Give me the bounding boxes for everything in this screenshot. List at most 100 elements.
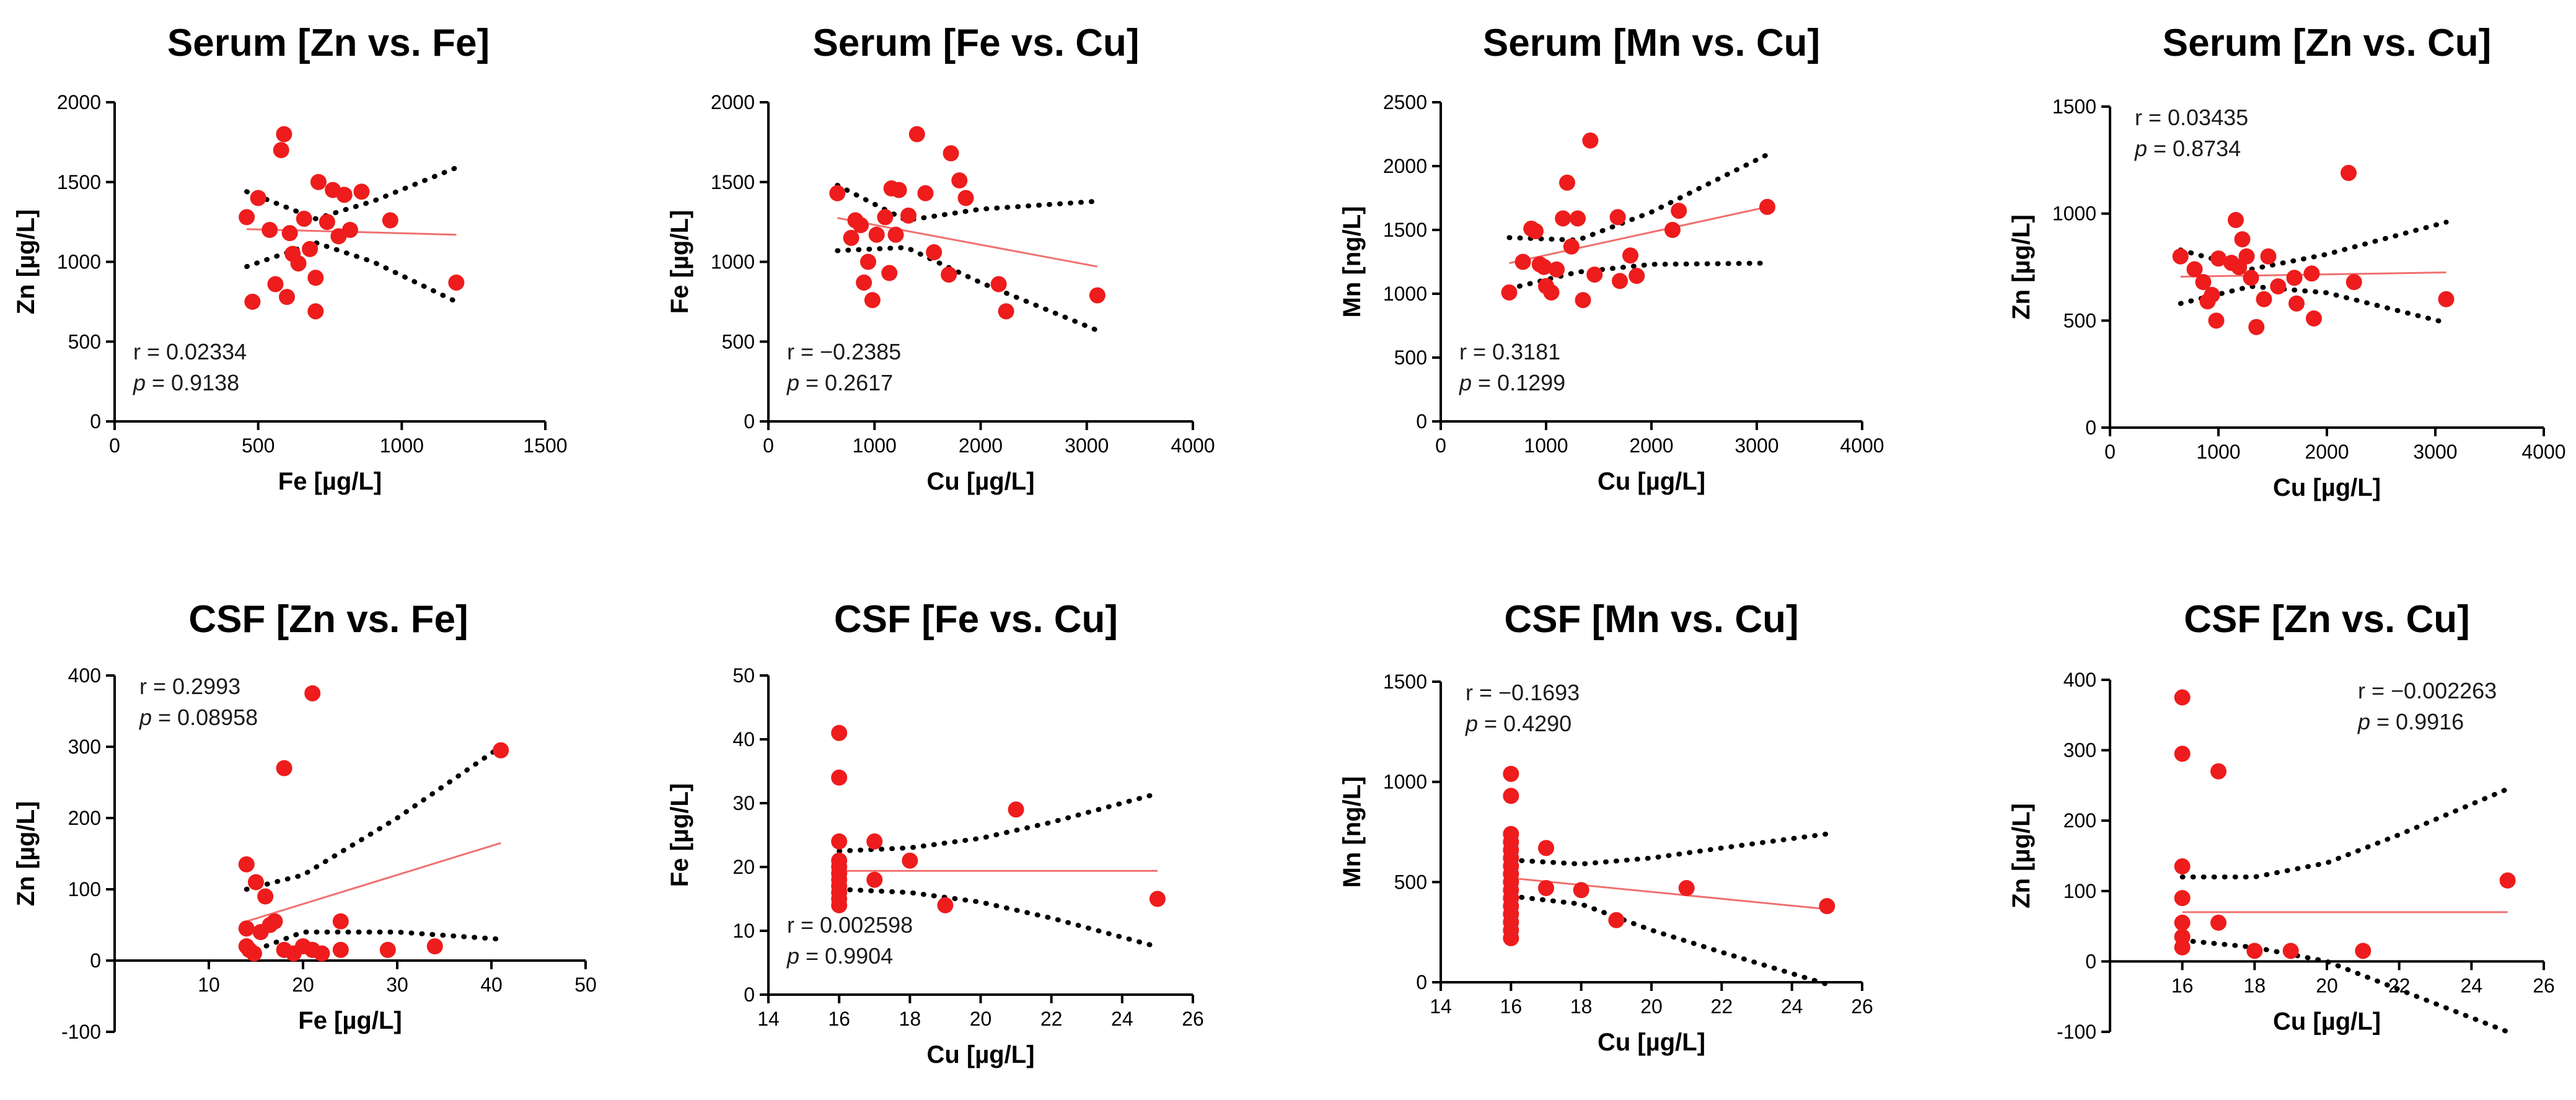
data-point [2260,248,2277,265]
data-point [448,274,465,291]
chart-title: CSF [Fe vs. Cu] [834,598,1118,641]
p-value: p = 0.4290 [1465,711,1572,736]
x-tick-label: 0 [763,434,774,457]
x-tick-label: 18 [1570,995,1593,1018]
regression-line [1509,206,1768,265]
y-tick-label: 500 [68,330,101,353]
p-value: p = 0.2617 [786,370,893,395]
chart-title: Serum [Fe vs. Cu] [812,22,1139,64]
r-value: r = 0.03435 [2135,105,2248,130]
p-symbol: p [786,370,799,395]
chart-panel-7: CSF [Mn vs. Cu] 0 500 1000 1500 14 16 18 20 22 24 2… [1339,598,1873,1056]
y-axis-label: Zn [µg/L] [2008,803,2035,909]
regression-line [246,842,501,923]
ci-upper-band [837,791,1160,854]
data-point [941,266,957,283]
data-point [296,210,312,227]
data-point [866,833,883,850]
data-point [2306,310,2322,327]
x-axis-label: Cu [µg/L] [926,1041,1034,1068]
x-axis-label: Cu [µg/L] [1598,1029,1705,1056]
p-symbol: p [2357,709,2370,734]
p-symbol: p [1465,711,1478,736]
y-axis-label: Zn [µg/L] [12,209,40,315]
data-point [279,289,295,306]
data-point [353,183,370,200]
data-point [2256,291,2272,307]
data-point [2238,248,2255,265]
y-tick-label: 200 [2064,809,2096,832]
y-axis-label: Mn [ng/L] [1339,777,1366,888]
x-tick-label: 16 [2171,974,2194,997]
data-point [2204,286,2220,303]
r-value: r = −0.2385 [787,339,901,364]
y-axis-label: Mn [ng/L] [1339,206,1366,318]
y-tick-label: 1000 [1383,283,1427,305]
data-point [1629,268,1645,284]
p-value-number: = 0.9916 [2370,709,2464,734]
y-tick-label: -100 [61,1021,101,1043]
data-point [426,938,443,954]
data-point [273,142,289,159]
chart-title: CSF [Zn vs. Cu] [2184,598,2470,641]
data-point [239,209,255,226]
data-point [2174,689,2191,706]
data-point [900,207,917,224]
data-point [314,945,330,962]
y-tick-label: 500 [1394,871,1427,893]
data-point [307,270,324,286]
x-axis-label: Cu [µg/L] [926,468,1034,495]
r-value: r = 0.3181 [1459,339,1560,364]
data-point [831,769,848,786]
ci-upper-band [835,182,1100,223]
data-point [2499,872,2516,889]
y-tick-label: 200 [68,807,101,829]
y-tick-label: 1000 [2052,203,2096,225]
data-point [2174,914,2191,931]
data-point [304,685,321,702]
y-axis-label: Fe [µg/L] [666,783,693,887]
data-point [856,274,873,291]
r-value: r = 0.02334 [133,339,247,364]
data-point [2174,939,2191,956]
data-point [267,276,284,293]
p-value-number: = 0.1299 [1472,370,1565,395]
data-point [336,187,353,203]
data-point [1089,287,1106,304]
data-point [2345,274,2362,291]
data-point [890,182,907,198]
data-point [493,742,509,759]
x-tick-label: 18 [2244,974,2266,997]
data-point [262,222,278,238]
y-tick-label: 2500 [1383,91,1427,113]
y-axis-label: Zn [µg/L] [2008,214,2035,320]
y-tick-label: 20 [732,856,755,878]
x-tick-label: 22 [1711,995,1733,1018]
chart-panel-2: Serum [Fe vs. Cu] 0 500 1000 1500 2000 0 1000 20… [666,22,1215,495]
x-tick-label: 3000 [1734,434,1778,457]
data-point [829,185,846,201]
x-tick-label: 0 [109,434,120,457]
data-point [332,913,349,930]
data-point [2288,295,2305,312]
x-tick-label: 1000 [2196,441,2240,463]
x-axis-label: Fe [µg/L] [278,468,382,495]
data-point [843,229,859,246]
data-point [859,253,876,270]
data-point [2303,265,2320,282]
x-tick-label: 4000 [1840,434,1884,457]
y-tick-label: 0 [744,983,755,1006]
data-point [1543,284,1560,301]
y-tick-label: 100 [2064,880,2096,902]
data-point [926,244,943,261]
x-tick-label: 20 [1640,995,1663,1018]
x-tick-label: 30 [386,974,408,996]
data-point [2355,943,2372,959]
data-point [2243,270,2259,286]
y-tick-label: 0 [2085,950,2096,972]
chart-title: Serum [Mn vs. Cu] [1483,22,1820,64]
p-symbol: p [139,705,152,730]
data-point [250,190,266,206]
y-tick-label: 100 [68,878,101,900]
